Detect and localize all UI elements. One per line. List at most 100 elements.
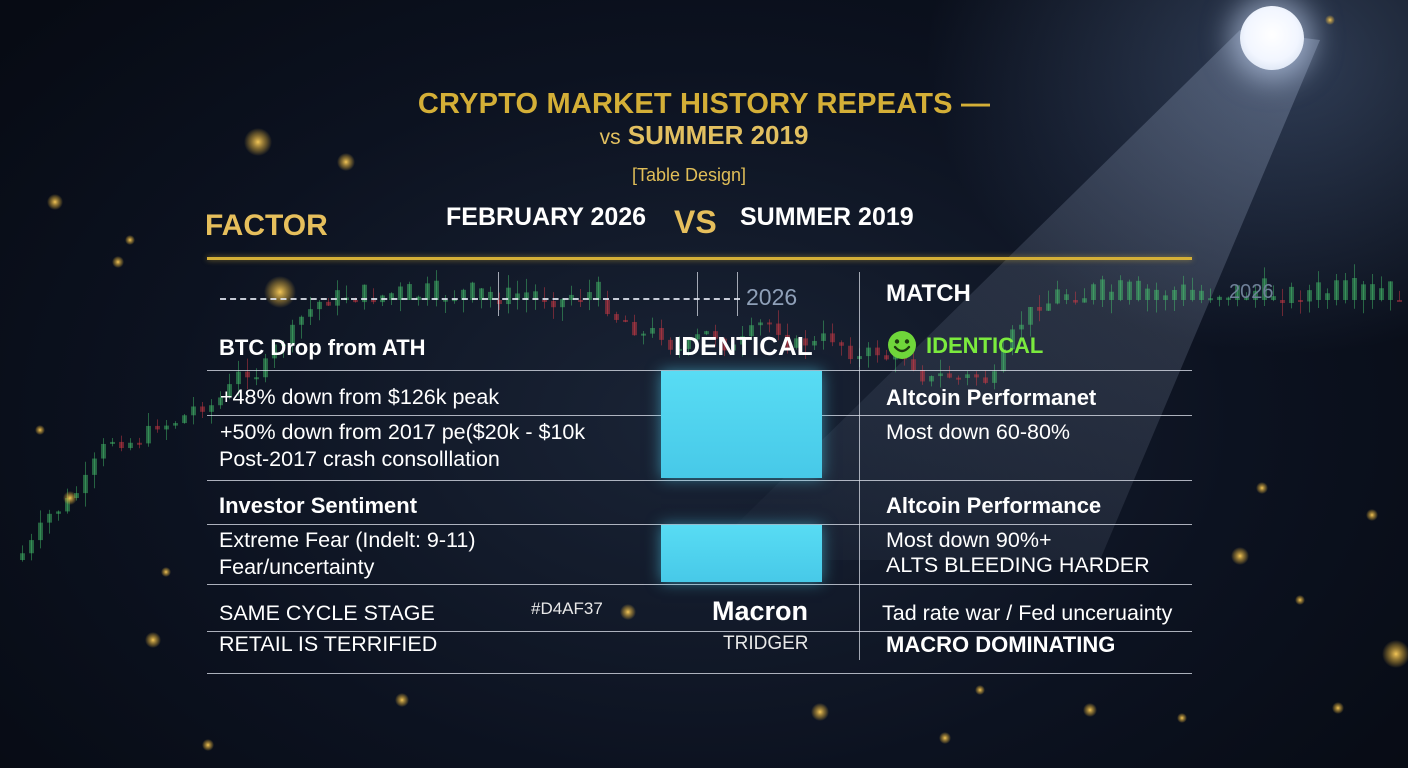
february-2026-header: FEBRUARY 2026 <box>446 203 647 231</box>
candle-body <box>389 293 394 300</box>
candle-body <box>758 322 763 326</box>
bokeh-dot <box>112 256 124 268</box>
btc-drop-2026-value: +48% down from $126k peak <box>220 385 500 409</box>
candle-body <box>1118 280 1123 300</box>
candle-body <box>119 441 124 449</box>
candle-body <box>884 355 889 360</box>
candle-body <box>641 333 646 336</box>
bokeh-dot <box>1366 509 1378 521</box>
candle-body <box>1289 286 1294 304</box>
candle-body <box>785 334 790 348</box>
candle-body <box>992 371 997 383</box>
bokeh-dot <box>264 276 296 308</box>
bokeh-dot <box>395 693 409 707</box>
candle-body <box>29 540 34 554</box>
candle-body <box>956 377 961 380</box>
page-title: CRYPTO MARKET HISTORY REPEATS — <box>417 88 991 120</box>
sentiment-2026-value: Extreme Fear (Indelt: 9-11) <box>219 528 476 552</box>
summer-2019-header: SUMMER 2019 <box>740 203 914 231</box>
candle-body <box>1091 284 1096 300</box>
candle-body <box>875 347 880 356</box>
candle-body <box>974 374 979 378</box>
candle-body <box>470 282 475 300</box>
candle-body <box>776 323 781 335</box>
candle-body <box>443 299 448 302</box>
candle-body <box>668 339 673 350</box>
candle-body <box>1262 278 1267 300</box>
candle-body <box>101 443 106 459</box>
bokeh-dot <box>1295 595 1305 605</box>
candle-body <box>308 309 313 317</box>
candle-body <box>137 442 142 445</box>
year-marker: 2026 <box>746 284 798 310</box>
match-column-divider <box>859 272 860 660</box>
altcoin-performance-title: Altcoin Performanet <box>886 385 1097 410</box>
candle-body <box>434 280 439 300</box>
candle-body <box>1379 288 1384 300</box>
title-summer: SUMMER 2019 <box>627 120 809 150</box>
candle-body <box>56 511 61 514</box>
candle-body <box>173 423 178 426</box>
candle-body <box>182 415 187 424</box>
candle-body <box>650 327 655 334</box>
candle-body <box>83 474 88 494</box>
row-divider <box>207 584 1192 585</box>
highlight-block <box>661 525 822 582</box>
candle-body <box>848 345 853 360</box>
candle-body <box>398 286 403 300</box>
candle-body <box>1334 280 1339 300</box>
candle-body <box>1055 289 1060 304</box>
bokeh-dot <box>1332 702 1344 714</box>
candle-body <box>1361 284 1366 300</box>
candle-body <box>290 324 295 345</box>
candle-body <box>155 425 160 430</box>
candle-body <box>1127 281 1132 300</box>
btc-drop-2019-note: Post-2017 crash consolllation <box>219 447 500 471</box>
spotlight-lamp-icon <box>1240 6 1304 70</box>
smiley-face-icon <box>888 331 916 359</box>
bokeh-dot <box>337 153 355 171</box>
candle-body <box>587 292 592 301</box>
candle-body <box>605 300 610 315</box>
candle-body <box>731 344 736 351</box>
candle-body <box>299 316 304 325</box>
candle-body <box>569 294 574 300</box>
candle-body <box>542 300 547 302</box>
candle-body <box>1244 296 1249 300</box>
bokeh-dot <box>1083 703 1097 717</box>
candle-body <box>1370 284 1375 300</box>
candle-body <box>839 342 844 346</box>
candle-body <box>533 291 538 300</box>
candle-body <box>65 498 70 512</box>
candle-body <box>245 371 250 378</box>
page-subtitle: [Table Design] <box>631 165 747 185</box>
chart-year-marker: 2026 <box>1229 281 1274 303</box>
altcoin-performance-value-2: Most down 90%+ <box>886 528 1052 552</box>
candle-body <box>713 331 718 339</box>
candle-body <box>695 334 700 340</box>
candle-body <box>803 338 808 346</box>
candle-body <box>1397 300 1402 302</box>
candle-body <box>1235 285 1240 300</box>
tick-divider <box>498 272 499 316</box>
candle-body <box>866 347 871 357</box>
candle-body <box>38 522 43 541</box>
btc-drop-2019-value: +50% down from 2017 pe($20k - $10k <box>220 420 586 444</box>
candle-body <box>92 458 97 475</box>
candle-body <box>740 336 745 345</box>
candle-body <box>623 319 628 322</box>
candle-body <box>1280 300 1285 304</box>
candle-body <box>794 338 799 348</box>
candle-body <box>263 358 268 378</box>
altcoin-performance-value: Most down 60-80% <box>886 420 1071 444</box>
bokeh-dot <box>1177 713 1187 723</box>
candle-body <box>1010 329 1015 350</box>
vs-label: VS <box>674 204 717 240</box>
candle-body <box>1001 349 1006 372</box>
rate-war-note: Tad rate war / Fed unceruainty <box>882 601 1173 625</box>
macron-label: Macron <box>712 596 809 626</box>
macro-dominating-note: MACRO DOMINATING <box>886 632 1116 657</box>
candle-body <box>227 384 232 398</box>
candle-body <box>272 344 277 359</box>
